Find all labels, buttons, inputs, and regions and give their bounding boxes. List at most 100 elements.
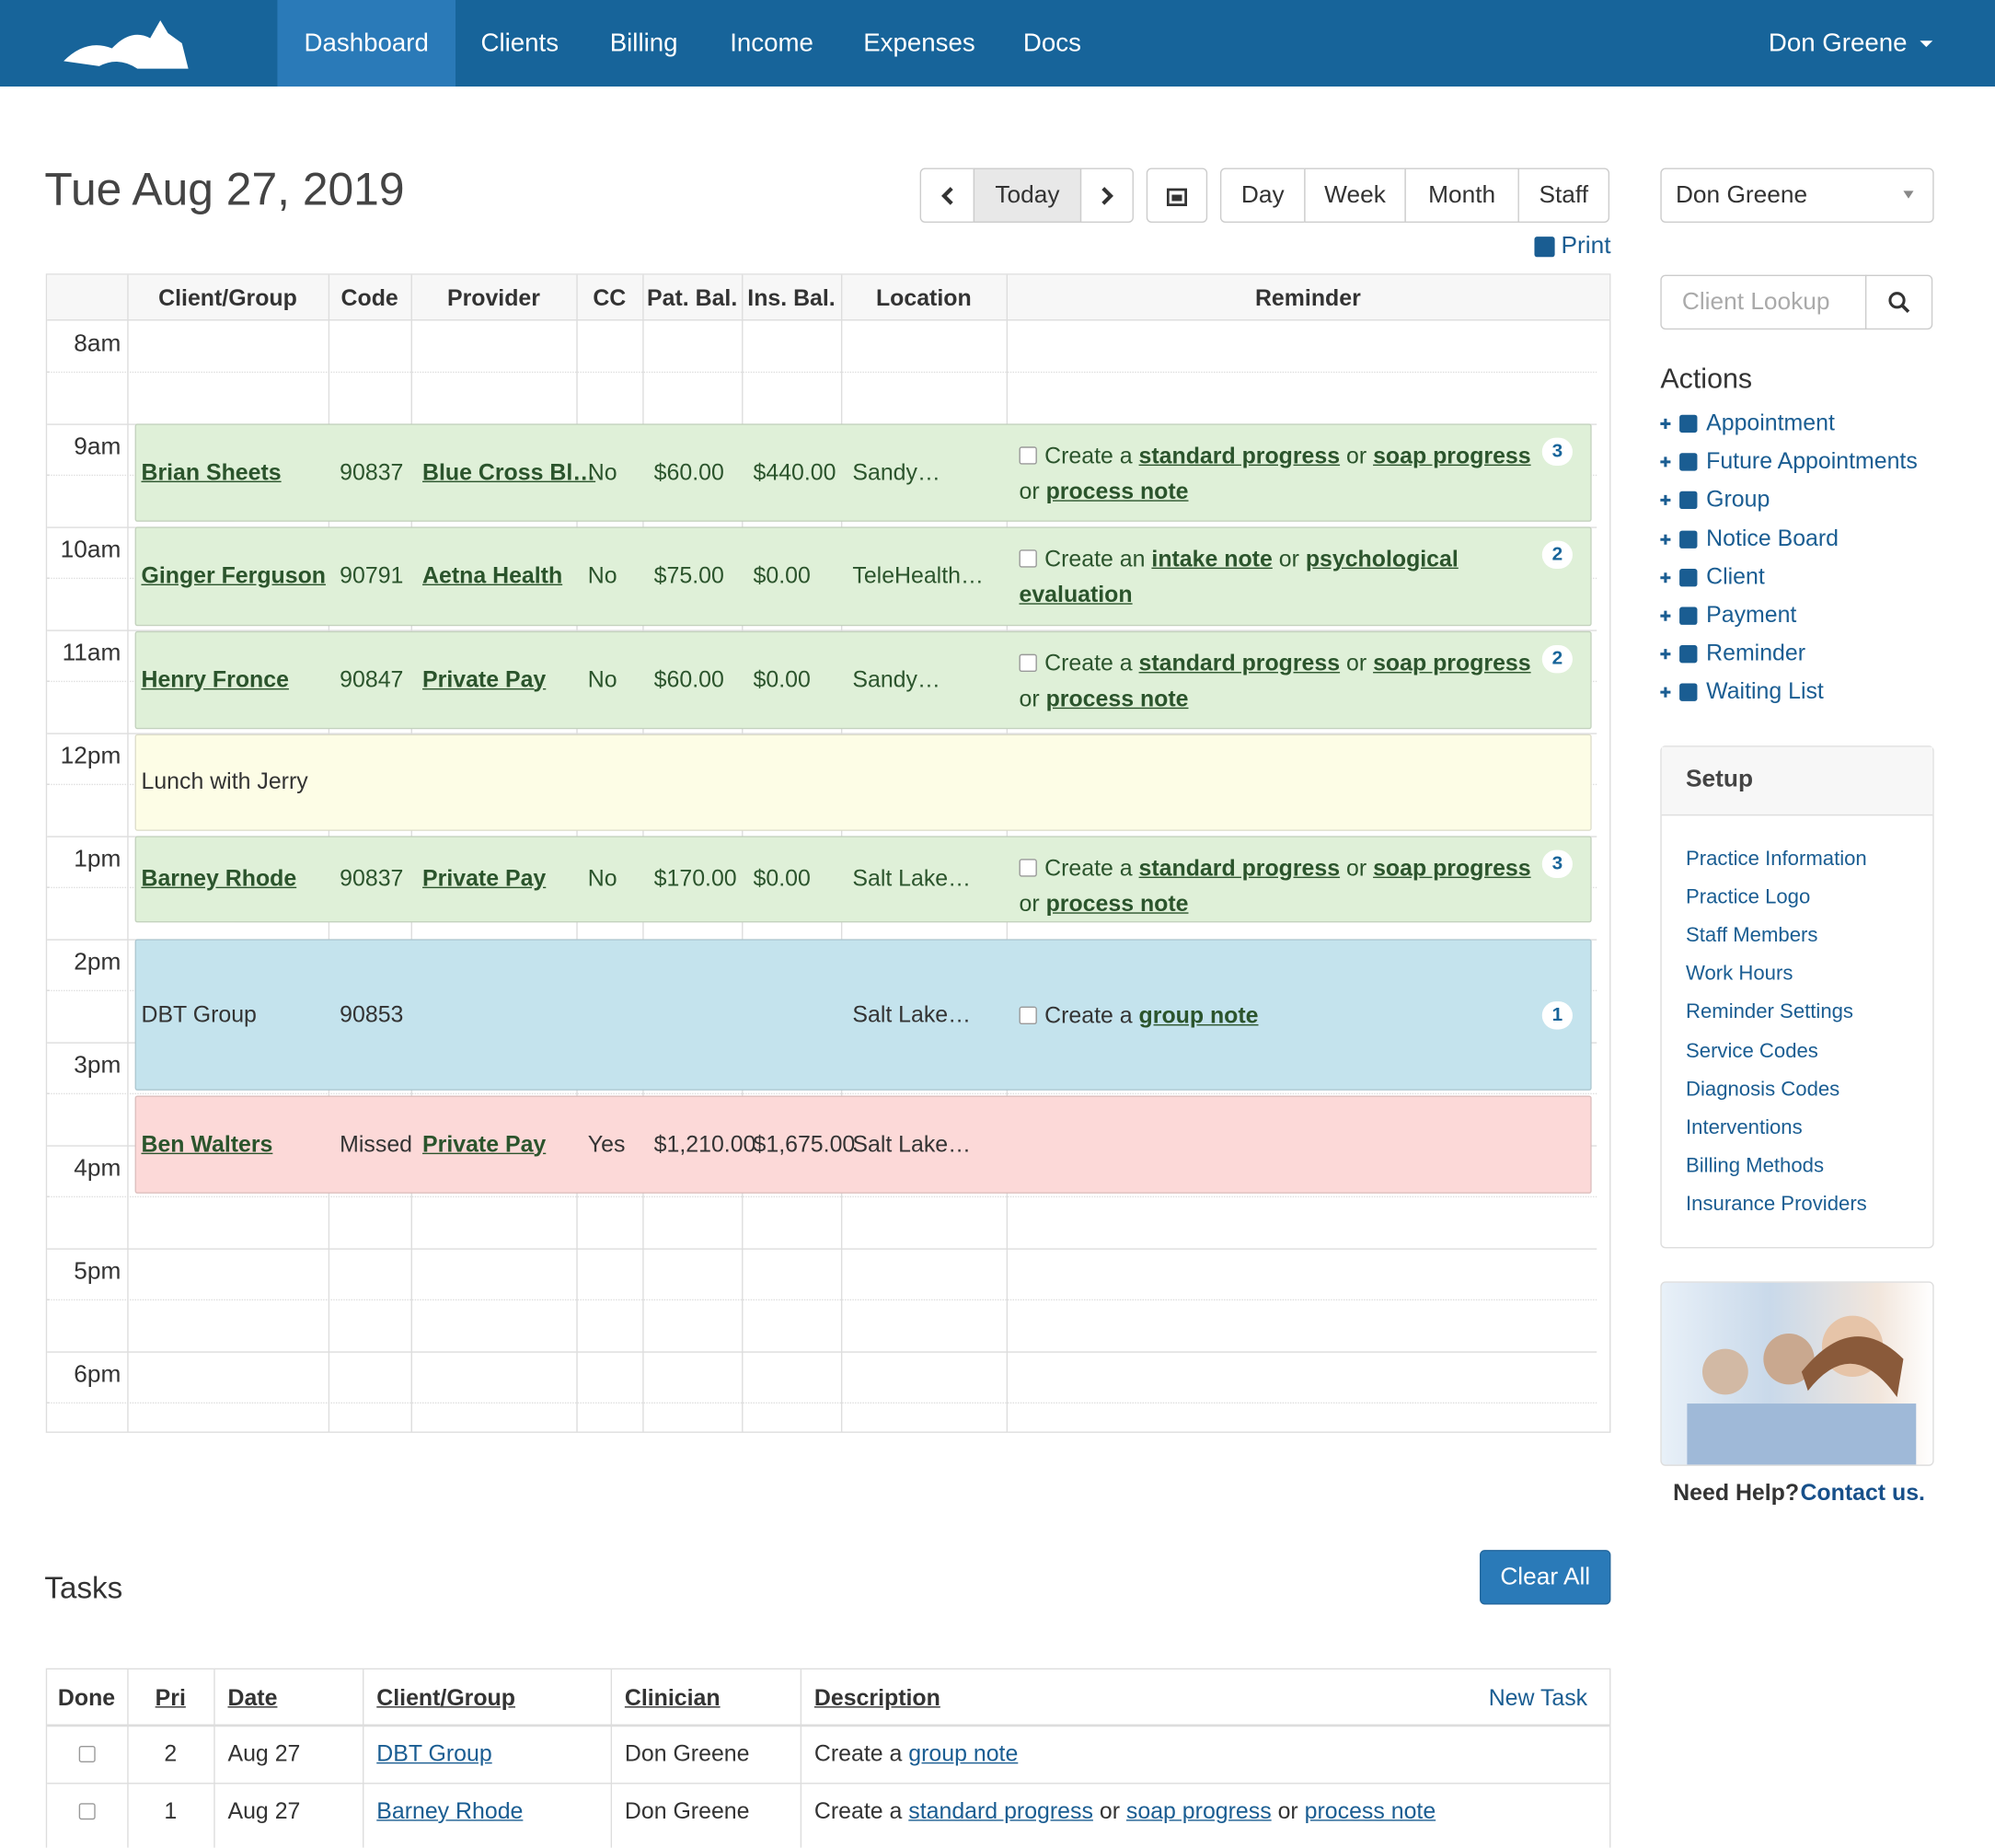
note-link[interactable]: process note: [1045, 890, 1189, 917]
text: Create a: [1044, 650, 1133, 676]
setup-link[interactable]: Diagnosis Codes: [1686, 1078, 1840, 1101]
appointment[interactable]: [134, 939, 1592, 1091]
next-button[interactable]: [1079, 167, 1134, 223]
action-link[interactable]: Future Appointments: [1706, 447, 1918, 474]
checkbox[interactable]: [1019, 859, 1037, 877]
nav-item[interactable]: Clients: [480, 29, 559, 58]
action-link[interactable]: Appointment: [1706, 410, 1835, 435]
task-column-header[interactable]: Client/Group: [376, 1684, 515, 1711]
cell-provider[interactable]: Private Pay: [422, 865, 547, 891]
task-client[interactable]: Barney Rhode: [376, 1797, 524, 1824]
note-link[interactable]: soap progress: [1373, 650, 1531, 676]
task-column-header[interactable]: Clinician: [624, 1684, 721, 1711]
client-name[interactable]: Brian Sheets: [141, 458, 282, 485]
clear-all-button[interactable]: Clear All: [1480, 1550, 1611, 1605]
text: Create a: [813, 1740, 903, 1767]
appointment[interactable]: [134, 836, 1592, 923]
view-button[interactable]: Month: [1404, 167, 1519, 223]
appointment[interactable]: [134, 733, 1592, 831]
action-icon: [1659, 680, 1702, 706]
setup-link[interactable]: Reminder Settings: [1686, 1001, 1854, 1024]
nav-item[interactable]: Billing: [609, 29, 678, 58]
checkbox[interactable]: [1019, 1005, 1037, 1024]
task-column-header[interactable]: Pri: [155, 1684, 186, 1711]
task-client[interactable]: DBT Group: [376, 1740, 492, 1767]
setup-link[interactable]: Practice Logo: [1686, 886, 1811, 909]
note-link[interactable]: soap progress: [1125, 1797, 1272, 1824]
checkbox[interactable]: [1019, 446, 1037, 465]
action-link[interactable]: Notice Board: [1706, 525, 1839, 551]
note-link[interactable]: group note: [908, 1740, 1019, 1767]
note-link[interactable]: soap progress: [1373, 443, 1531, 468]
hour-line: [47, 1248, 1597, 1250]
new-task-link[interactable]: New Task: [1488, 1684, 1588, 1711]
calendar-button[interactable]: [1146, 167, 1208, 223]
print-link[interactable]: Print: [1561, 233, 1611, 260]
client-name[interactable]: Henry Fronce: [141, 665, 289, 692]
setup-link[interactable]: Service Codes: [1686, 1040, 1818, 1062]
appointment[interactable]: [134, 423, 1592, 522]
action-link[interactable]: Group: [1706, 486, 1770, 513]
setup-link[interactable]: Work Hours: [1686, 964, 1793, 986]
note-link[interactable]: process note: [1045, 478, 1189, 504]
prev-button[interactable]: [919, 167, 975, 223]
text: Create an: [1044, 546, 1146, 572]
checkbox[interactable]: [1019, 653, 1037, 673]
cell-location: Sandy…: [852, 665, 940, 692]
view-button[interactable]: Staff: [1517, 167, 1610, 223]
time-label: 11am: [62, 640, 121, 667]
client-name[interactable]: Barney Rhode: [141, 865, 297, 891]
nav-item[interactable]: Docs: [1022, 29, 1081, 58]
client-name[interactable]: Ben Walters: [141, 1130, 273, 1157]
checkbox[interactable]: [1019, 549, 1037, 568]
cell-provider[interactable]: Aetna Health: [422, 562, 563, 588]
client-name: DBT Group: [141, 1000, 257, 1027]
cell-provider[interactable]: Private Pay: [422, 1130, 547, 1157]
cell-provider[interactable]: Private Pay: [422, 665, 547, 692]
caret: [1920, 40, 1933, 48]
client-lookup[interactable]: Client Lookup: [1660, 274, 1867, 330]
setup-link[interactable]: Insurance Providers: [1686, 1193, 1867, 1216]
view-button[interactable]: Week: [1304, 167, 1406, 223]
provider-select[interactable]: Don Greene: [1660, 167, 1934, 223]
note-link[interactable]: process note: [1045, 686, 1189, 711]
note-link[interactable]: standard progress: [1138, 650, 1341, 676]
setup-link[interactable]: Staff Members: [1686, 925, 1818, 947]
note-link[interactable]: standard progress: [1138, 443, 1341, 468]
note-link[interactable]: process note: [1304, 1797, 1436, 1824]
action-link[interactable]: Reminder: [1706, 640, 1806, 666]
client-name[interactable]: Ginger Ferguson: [141, 562, 326, 588]
appointment[interactable]: [134, 526, 1592, 627]
nav-item[interactable]: Income: [730, 29, 813, 58]
view-button[interactable]: Day: [1219, 167, 1306, 223]
user-menu[interactable]: Don Greene: [1768, 29, 1908, 58]
nav-item[interactable]: Dashboard: [277, 0, 456, 87]
setup-link[interactable]: Practice Information: [1686, 849, 1867, 871]
task-column-header[interactable]: Description: [813, 1684, 940, 1711]
task-column-header[interactable]: Date: [227, 1684, 278, 1711]
search-button[interactable]: [1864, 274, 1933, 330]
time-label: 8am: [74, 330, 121, 358]
cell-provider[interactable]: Blue Cross Bl…: [422, 458, 596, 485]
note-link[interactable]: psychological evaluation: [1019, 546, 1459, 607]
note-link[interactable]: standard progress: [1138, 855, 1341, 881]
note-link[interactable]: intake note: [1151, 546, 1273, 572]
cell-code: Missed: [340, 1130, 413, 1157]
action-link[interactable]: Client: [1706, 563, 1765, 589]
cell-ins-bal: $1,675.00: [753, 1130, 856, 1157]
appointment[interactable]: [134, 1095, 1592, 1194]
today-button[interactable]: Today: [973, 167, 1082, 223]
note-link[interactable]: soap progress: [1373, 855, 1531, 881]
task-checkbox[interactable]: [78, 1803, 96, 1820]
setup-link[interactable]: Billing Methods: [1686, 1155, 1825, 1177]
setup-link[interactable]: Interventions: [1686, 1116, 1803, 1139]
nav-item[interactable]: Expenses: [863, 29, 975, 58]
note-link[interactable]: group note: [1138, 1001, 1259, 1028]
cell-ins-bal: $0.00: [753, 865, 811, 891]
contact-link[interactable]: Contact us.: [1800, 1480, 1925, 1506]
appointment[interactable]: [134, 630, 1592, 730]
action-link[interactable]: Waiting List: [1706, 678, 1824, 705]
note-link[interactable]: standard progress: [908, 1797, 1093, 1824]
action-link[interactable]: Payment: [1706, 601, 1797, 628]
task-checkbox[interactable]: [78, 1745, 96, 1762]
